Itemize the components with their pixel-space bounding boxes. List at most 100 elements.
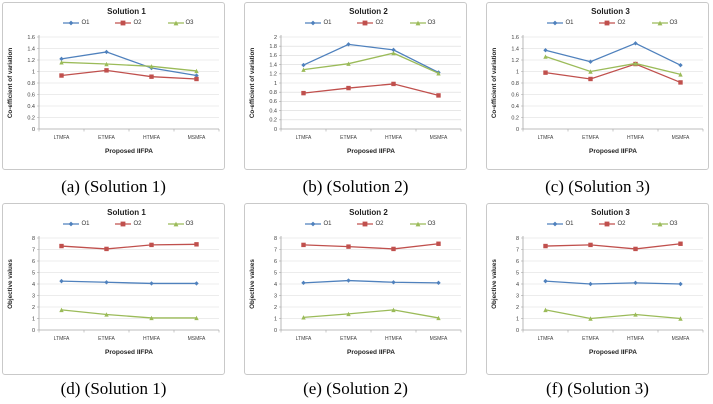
chart-legend: O1 O2 O3 [487,218,708,230]
data-point-marker [104,312,109,317]
data-point-marker [346,311,351,317]
chart-title: Solution 2 [349,7,388,16]
chart-legend: O1 O2 O3 [3,17,224,29]
x-axis-title: Proposed IIFPA [105,349,153,356]
data-point-marker [588,242,593,248]
legend-swatch-icon [547,221,564,227]
legend-label: O3 [185,20,194,26]
data-point-marker [391,307,396,313]
data-point-marker [543,307,548,313]
chart-legend: O1 O2 O3 [487,17,708,29]
line-chart: 0 0.2 0.4 0.6 0.8 1 1.2 1.4 1.6 1.8 2 LTMFA ETMFA HTM… [249,35,462,155]
data-point-marker [301,67,306,72]
legend-item-o2: O2 [357,19,384,27]
line-chart: 0 1 2 3 4 5 6 7 8 LTMFA ETMFA HTMFA MSMFA Proposed II… [249,236,462,356]
data-point-marker [391,280,396,285]
x-axis-title: Proposed IIFPA [347,148,395,155]
legend-label: O1 [323,20,332,26]
y-tick-label: 6 [274,259,277,265]
data-point-marker [121,20,126,26]
x-tick-label: HTMFA [385,336,403,342]
y-tick-label: 5 [32,270,35,276]
data-point-marker [678,316,683,321]
chart-panel-f: Solution 3 O1 O2 O3 0 1 2 3 4 5 6 7 8 LTMFA ETMFA HTM… [486,203,709,375]
legend-item-o1: O1 [305,19,331,27]
legend-label: O3 [669,20,678,26]
data-point-marker [543,243,548,249]
data-point-marker [436,315,441,321]
series-line-o1 [303,43,439,74]
y-tick-label: 0.8 [269,90,277,96]
data-point-marker [69,20,74,26]
x-tick-label: MSMFA [430,135,448,141]
data-point-marker [59,56,64,62]
chart-panel-e: Solution 2 O1 O2 O3 0 1 2 3 4 5 6 7 8 LTMFA ETMFA HTM… [244,203,467,375]
data-point-marker [678,80,683,85]
data-point-marker [194,73,199,78]
data-point-marker [588,69,593,74]
y-tick-label: 8 [274,236,277,242]
y-tick-label: 8 [516,236,519,242]
data-point-marker [149,315,154,321]
chart-legend: O1 O2 O3 [245,17,466,29]
x-tick-label: MSMFA [430,336,448,342]
data-point-marker [436,93,441,98]
data-point-marker [588,76,593,82]
legend-item-o3: O3 [651,220,678,228]
data-point-marker [173,20,178,26]
y-tick-label: 7 [516,247,519,253]
y-tick-label: 1.6 [27,35,35,41]
data-point-marker [149,64,154,69]
data-point-marker [149,281,154,286]
series-line-o2 [303,243,439,250]
y-tick-label: 0 [274,127,277,133]
data-point-marker [59,243,64,249]
series-line-o3 [303,309,439,319]
data-point-marker [588,316,593,321]
data-point-marker [678,62,683,68]
series-line-o2 [61,69,197,80]
data-point-marker [436,241,441,246]
series-line-o3 [303,52,439,74]
data-point-marker [605,20,610,26]
data-point-marker [301,90,306,96]
chart-caption-a: (a) (Solution 1) [61,176,166,196]
legend-swatch-icon [599,20,616,26]
data-point-marker [346,85,351,91]
data-point-marker [543,54,548,59]
x-tick-label: HTMFA [627,135,645,141]
y-axis-title: Objective values [7,259,14,309]
x-tick-label: LTMFA [538,135,554,141]
y-tick-label: 3 [32,293,35,299]
y-tick-label: 3 [516,293,519,299]
x-tick-label: MSMFA [672,336,690,342]
y-tick-label: 1.2 [269,72,277,78]
line-chart: 0 0.2 0.4 0.6 0.8 1 1.2 1.4 1.6 LTMFA ETMFA HTMFA MS… [7,35,220,155]
y-tick-label: 2 [32,305,35,311]
x-tick-label: HTMFA [143,135,161,141]
legend-label: O2 [617,221,626,227]
data-point-marker [121,221,126,227]
legend-item-o3: O3 [651,19,678,27]
chart-panel-b: Solution 2 O1 O2 O3 0 0.2 0.4 0.6 0.8 1 1.2 1.4 1.… [244,2,467,170]
series-line-o2 [545,63,681,84]
data-point-marker [391,47,396,53]
data-point-marker [311,221,316,227]
y-tick-label: 1.6 [269,53,277,59]
legend-item-o3: O3 [167,19,194,27]
y-tick-label: 0.6 [511,92,519,98]
legend-label: O1 [565,221,574,227]
data-point-marker [633,61,638,66]
data-point-marker [104,280,109,285]
y-tick-label: 0.8 [511,81,519,87]
data-point-marker [678,241,683,246]
legend-swatch-icon [63,221,80,227]
chart-caption-b: (b) (Solution 2) [302,176,409,196]
y-tick-label: 0 [274,328,277,334]
y-tick-label: 1 [516,69,519,75]
x-tick-label: LTMFA [296,336,312,342]
x-tick-label: HTMFA [385,135,403,141]
data-point-marker [301,62,306,68]
x-tick-label: MSMFA [188,135,206,141]
